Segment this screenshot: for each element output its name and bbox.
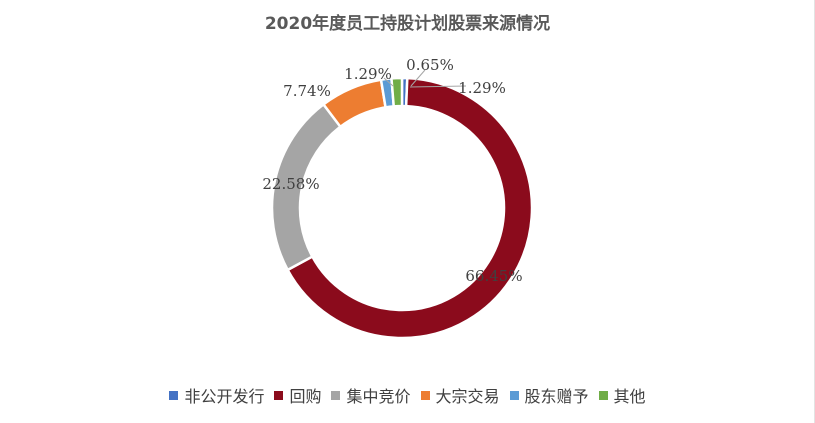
legend-swatch [169, 390, 179, 400]
leader-lines [383, 69, 467, 88]
slice-labels: 0.65% 66.45% 22.58% 7.74% 1.29% 1.29% [262, 56, 522, 285]
legend-swatch [420, 390, 430, 400]
legend-label: 其他 [613, 387, 646, 406]
legend-item-6: 其他 [598, 383, 646, 407]
slice-label-1: 0.65% [406, 56, 454, 74]
slice-6 [390, 76, 404, 108]
slice-label-4: 7.74% [283, 82, 331, 100]
legend-swatch [598, 390, 608, 400]
legend-label: 集中竞价 [346, 387, 411, 406]
legend-item-1: 非公开发行 [169, 383, 264, 407]
leader-line-5 [409, 85, 467, 88]
leader-line-6 [383, 77, 394, 87]
legend-item-3: 集中竞价 [331, 383, 411, 407]
slice-label-3: 22.58% [262, 175, 319, 193]
slice-2 [285, 76, 534, 340]
legend-swatch [274, 390, 284, 400]
legend-item-5: 股东赠予 [509, 383, 589, 407]
legend-item-2: 回购 [274, 383, 321, 407]
chart-legend: 非公开发行 回购 集中竞价 大宗交易 股东赠予 其他 [0, 383, 815, 407]
legend-label: 非公开发行 [184, 387, 265, 406]
legend-item-4: 大宗交易 [420, 383, 500, 407]
leader-line-1 [410, 69, 426, 87]
chart-title: 2020年度员工持股计划股票来源情况 [264, 14, 551, 34]
slice-label-2: 66.45% [465, 267, 522, 285]
legend-swatch [509, 390, 519, 400]
legend-label: 回购 [289, 387, 322, 406]
legend-swatch [331, 390, 341, 400]
legend-label: 股东赠予 [524, 387, 589, 406]
legend-label: 大宗交易 [435, 387, 500, 406]
slice-label-6: 1.29% [344, 65, 392, 83]
donut-slices [270, 76, 534, 340]
slice-label-5: 1.29% [458, 79, 506, 97]
